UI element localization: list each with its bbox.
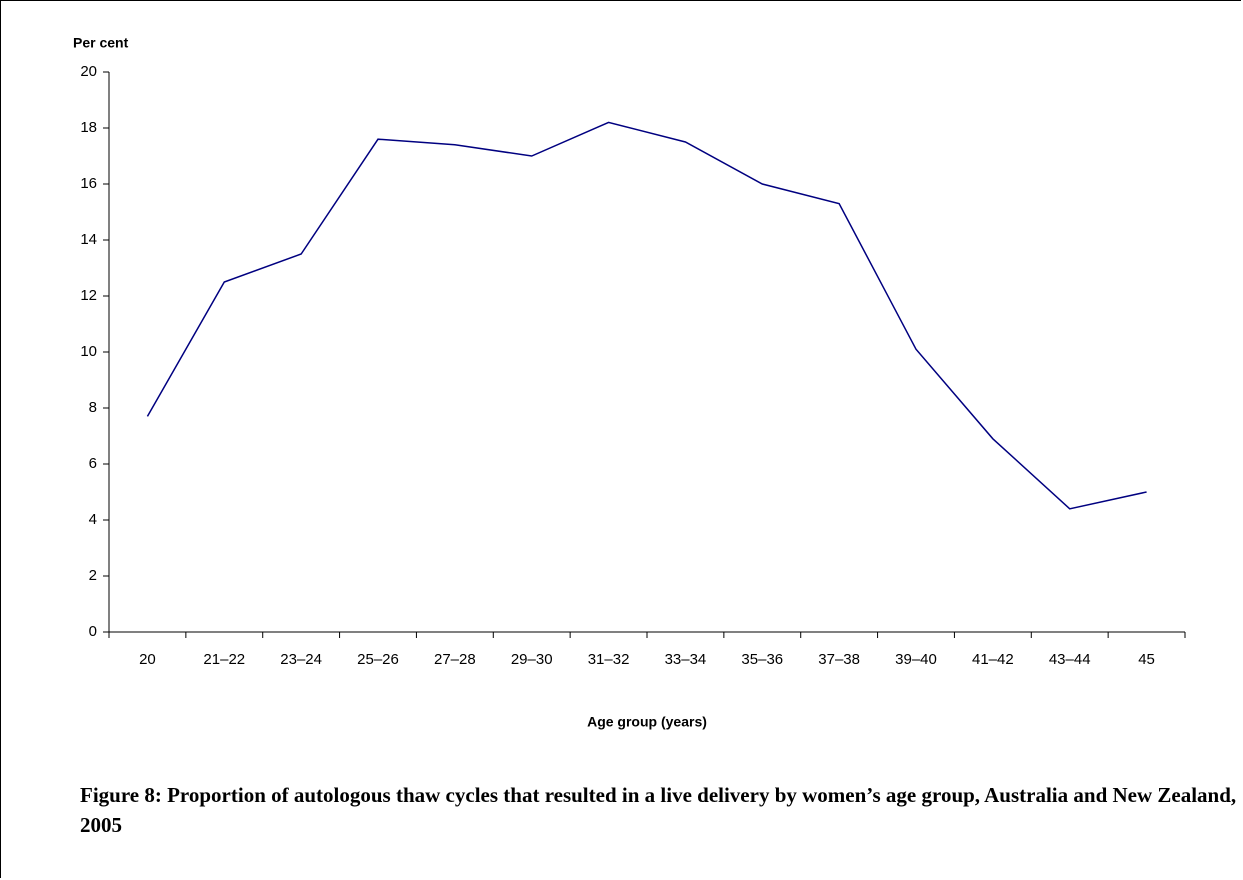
x-tick-label: 27–28 — [434, 651, 476, 668]
x-tick-label: 25–26 — [357, 651, 399, 668]
x-tick-label: 29–30 — [511, 651, 553, 668]
y-tick-label: 8 — [89, 399, 97, 416]
y-tick-label: 12 — [80, 287, 97, 304]
y-tick-label: 14 — [80, 231, 97, 248]
x-tick-label: 33–34 — [665, 651, 707, 668]
y-tick-label: 2 — [89, 567, 97, 584]
x-tick-label: 39–40 — [895, 651, 937, 668]
x-tick-label: 20 — [139, 651, 156, 668]
x-tick-label: 23–24 — [280, 651, 322, 668]
y-tick-label: 16 — [80, 175, 97, 192]
y-tick-label: 0 — [89, 623, 97, 640]
x-tick-label: 35–36 — [741, 651, 783, 668]
x-tick-label: 37–38 — [818, 651, 860, 668]
x-tick-label: 21–22 — [203, 651, 245, 668]
data-line — [146, 121, 1147, 510]
caption: Figure 8: Proportion of autologous thaw … — [80, 783, 1237, 837]
y-tick-label: 4 — [89, 511, 97, 528]
y-tick-label: 6 — [89, 455, 97, 472]
x-tick-label: 41–42 — [972, 651, 1014, 668]
x-axis-label: Age group (years) — [587, 714, 707, 730]
y-tick-label: 18 — [80, 119, 97, 136]
y-tick-label: 20 — [80, 63, 97, 80]
y-tick-label: 10 — [80, 343, 97, 360]
x-tick-label: 45 — [1138, 651, 1155, 668]
x-tick-label: 43–44 — [1049, 651, 1091, 668]
x-tick-label: 31–32 — [588, 651, 630, 668]
y-axis-label: Per cent — [73, 35, 129, 51]
